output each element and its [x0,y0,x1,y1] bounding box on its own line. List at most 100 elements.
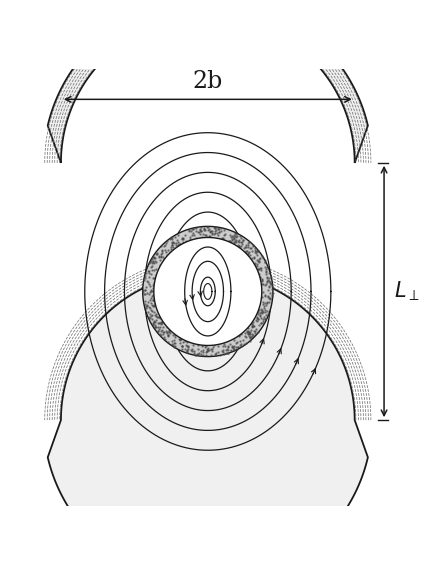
Point [245,238,252,247]
Point [148,294,155,303]
Polygon shape [154,237,262,346]
Point [150,252,157,261]
Point [142,301,149,310]
Point [143,276,150,285]
Point [253,261,260,270]
Point [257,274,264,283]
Point [162,239,169,248]
Point [176,239,183,248]
Point [218,347,225,356]
Point [169,237,176,246]
Point [183,347,190,356]
Point [158,242,165,251]
Point [234,344,241,354]
Point [218,227,225,236]
Point [214,229,221,238]
Point [211,223,218,232]
Polygon shape [48,0,368,163]
Point [196,348,203,358]
Point [264,277,270,286]
Point [149,311,156,320]
Point [266,289,273,298]
Point [165,331,172,340]
Point [220,342,227,351]
Point [243,242,250,251]
Point [264,292,271,301]
Point [254,314,261,323]
Point [235,342,242,351]
Point [150,283,156,293]
Point [141,300,148,309]
Point [148,292,155,301]
Point [169,237,176,246]
Point [194,228,201,237]
Point [181,230,188,239]
Point [265,309,272,319]
Point [257,263,264,273]
Point [154,322,161,331]
Point [183,348,190,357]
Point [178,335,184,344]
Point [188,346,195,355]
Point [140,289,147,298]
Point [230,342,236,351]
Point [141,285,148,294]
Point [178,234,185,243]
Point [269,284,275,293]
Point [252,316,259,325]
Point [230,231,237,240]
Point [245,248,252,258]
Point [175,240,182,250]
Point [147,258,153,267]
Point [152,312,159,321]
Point [148,286,155,296]
Point [255,247,262,256]
Point [246,248,253,257]
Point [178,342,185,351]
Point [235,331,242,340]
Point [156,318,163,327]
Point [206,228,213,237]
Point [149,296,156,305]
Point [186,227,193,236]
Point [238,341,244,350]
Point [159,329,166,338]
Point [180,234,187,243]
Point [178,341,185,350]
Point [240,335,246,344]
Point [179,344,186,354]
Point [203,230,210,239]
Point [170,242,176,251]
Point [177,338,184,347]
Point [162,327,169,336]
Point [190,341,197,350]
Point [207,227,214,236]
Point [168,241,175,250]
Point [166,235,173,244]
Point [209,227,215,236]
Point [258,292,265,301]
Point [261,290,268,300]
Point [151,321,158,330]
Point [185,344,192,353]
Point [235,237,242,247]
Point [252,328,259,338]
Point [189,345,196,354]
Point [142,297,149,306]
Point [229,342,236,351]
Point [235,342,242,351]
Point [255,309,262,318]
Point [154,327,161,336]
Point [258,252,265,261]
Point [239,237,246,247]
Point [200,229,207,239]
Point [263,310,269,320]
Point [251,321,258,331]
Point [203,351,210,360]
Point [259,309,266,318]
Point [269,290,276,300]
Point [174,236,181,245]
Point [260,253,266,262]
Point [184,338,190,347]
Point [170,340,176,350]
